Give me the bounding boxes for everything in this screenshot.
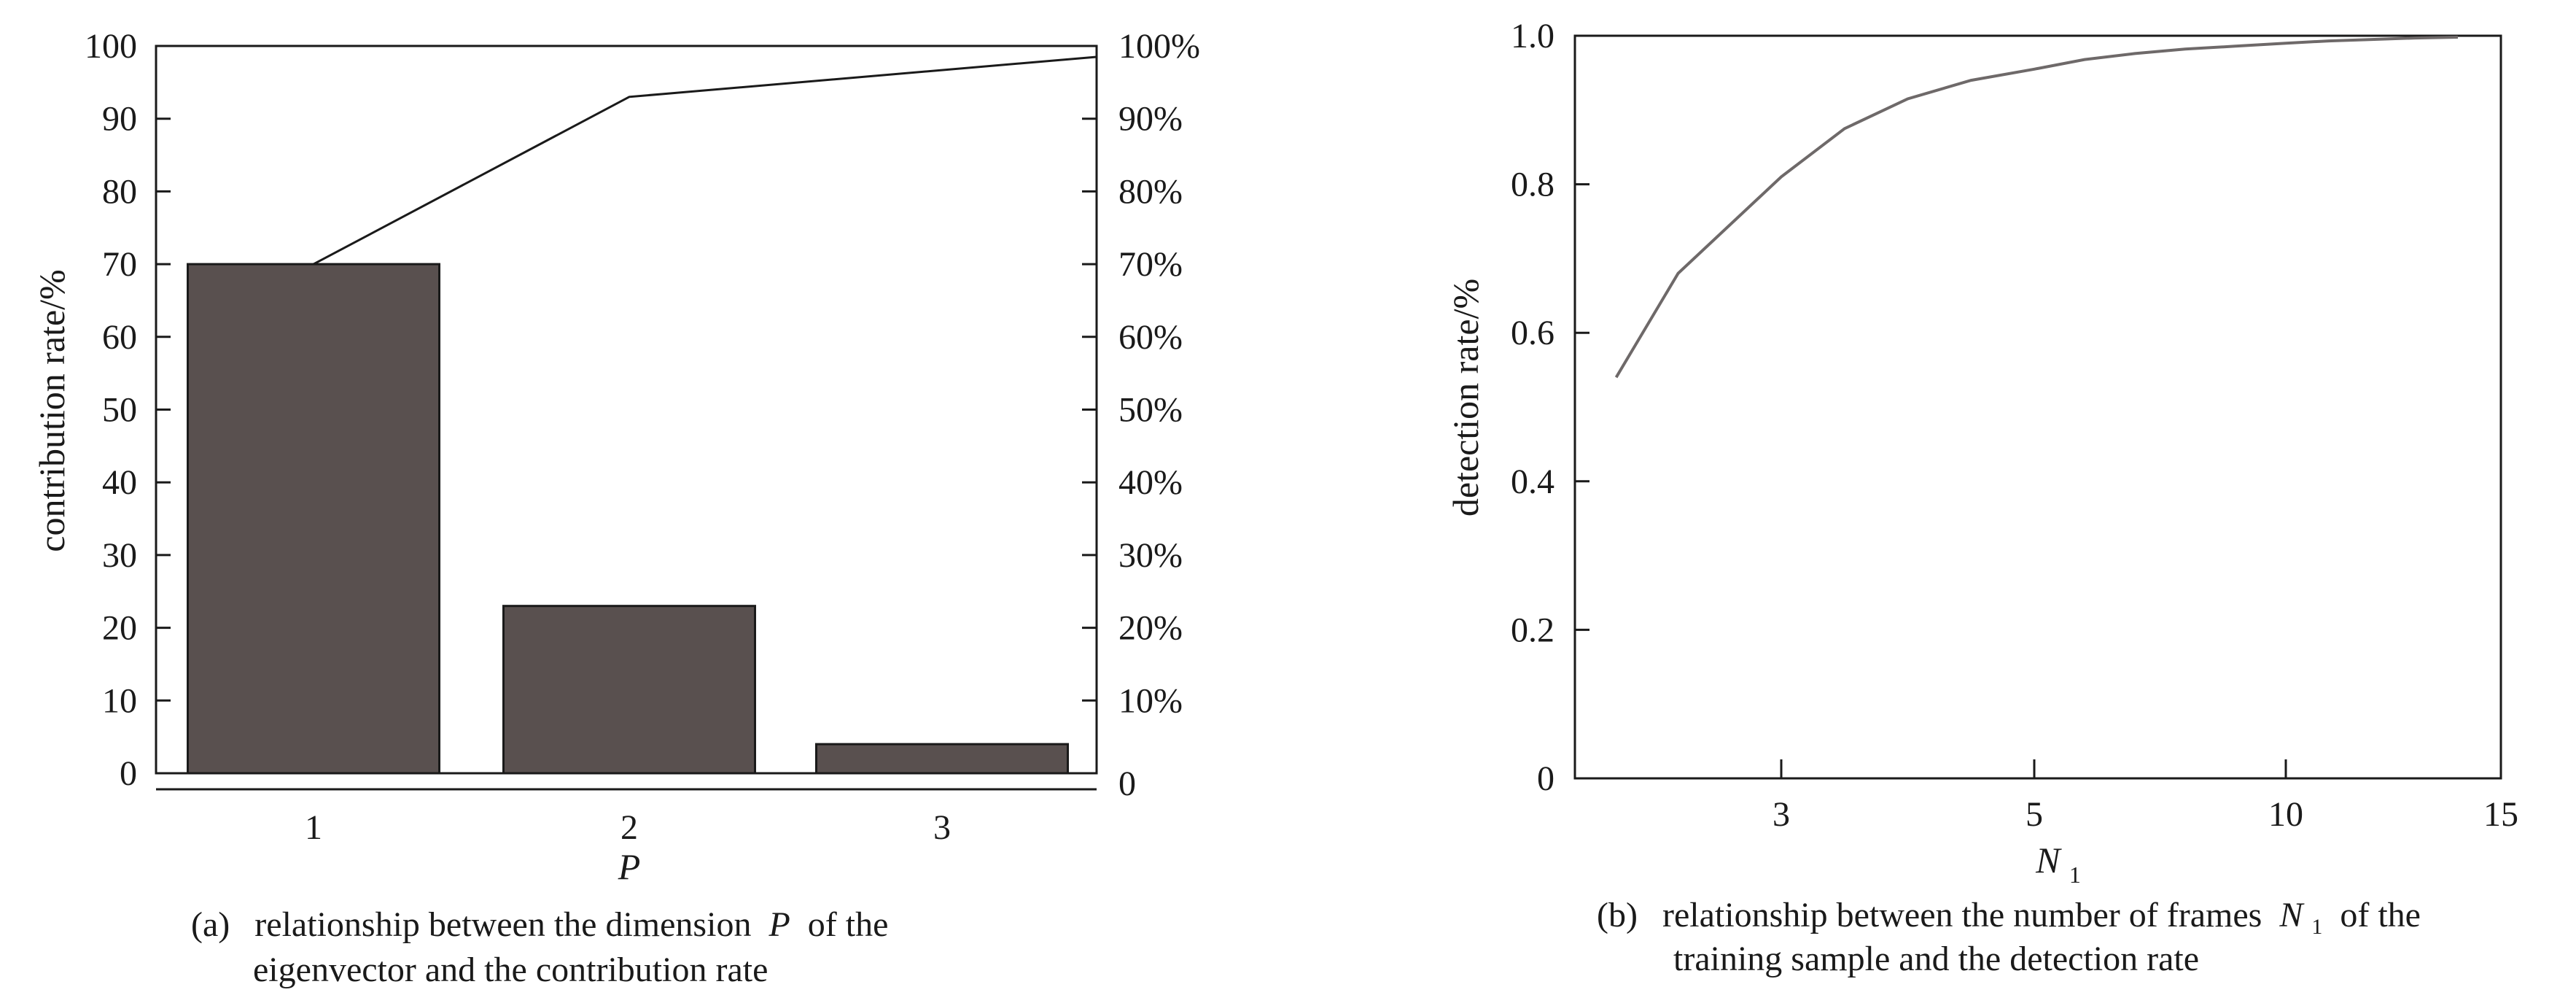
panel-a-cumulative-line [313, 55, 1097, 266]
panel-a-right-tick-label: 60% [1118, 318, 1183, 357]
panel-a-y-axis-title: contribution rate/% [31, 269, 72, 551]
panel-b-y-axis-ticks: 0 0.2 0.4 0.6 0.8 1.0 [1511, 17, 1589, 798]
panel-b-caption-line2: training sample and the detection rate [1673, 940, 2199, 978]
panel-b-y-tick-label: 0.2 [1511, 611, 1554, 649]
panel-a-left-tick-label: 20 [102, 609, 137, 648]
panel-a-caption-label: (a) [191, 905, 230, 944]
panel-b-caption-sub: 1 [2311, 915, 2322, 939]
panel-b-plot-frame [1573, 34, 2502, 780]
panel-a-right-tick-label: 20% [1118, 609, 1183, 648]
panel-a-left-tick-label: 40 [102, 463, 137, 502]
panel-a-right-tick-label: 50% [1118, 391, 1183, 430]
panel-a-x-tick-labels: 1 2 3 [305, 808, 951, 847]
panel-b-y-tick-label: 0 [1537, 759, 1554, 798]
panel-a-left-tick-label: 0 [120, 754, 137, 793]
panel-b-caption-text1: relationship between the number of frame… [1662, 896, 2262, 934]
panel-b-y-axis-title: detection rate/% [1445, 279, 1486, 516]
panel-a-left-tick-label: 70 [102, 245, 137, 284]
panel-a-x-tick-label: 1 [305, 808, 322, 847]
panel-a-left-tick-label: 80 [102, 172, 137, 211]
panel-b-x-tick-label: 5 [2026, 795, 2043, 834]
panel-a-right-tick-label: 100% [1118, 27, 1200, 66]
panel-a-left-tick-label: 100 [85, 27, 137, 66]
panel-a-right-tick-label: 40% [1118, 463, 1183, 502]
panel-a-chart: 0 10 20 30 40 50 60 70 80 90 100 0 10% 20% 30% 40% 50% 6… [31, 27, 1200, 989]
panel-a-right-tick-label: 90% [1118, 100, 1183, 139]
panel-a-caption-line1: (a) relationship between the dimension P… [191, 905, 888, 944]
panel-a-left-tick-label: 30 [102, 536, 137, 575]
panel-a-right-tick-label: 10% [1118, 681, 1183, 720]
panel-a-bar-3 [815, 743, 1069, 775]
panel-a-bar-1 [187, 263, 440, 775]
panel-a-right-tick-label: 0 [1118, 764, 1136, 803]
panel-a-bar-2 [502, 605, 756, 775]
panel-b-caption-label: (b) [1597, 896, 1638, 934]
panel-a-left-tick-label: 90 [102, 100, 137, 139]
panel-b-x-tick-label: 10 [2268, 795, 2303, 834]
panel-a-caption-var: P [768, 905, 790, 944]
panel-a-caption-text1: relationship between the dimension [254, 905, 751, 944]
panel-a-right-tick-label: 70% [1118, 245, 1183, 284]
panel-b-y-tick-label: 1.0 [1511, 17, 1554, 55]
panel-b-y-tick-label: 0.6 [1511, 314, 1554, 352]
panel-b-x-axis-ticks: 3 5 10 15 [1773, 759, 2518, 834]
panel-b-x-axis-sub: 1 [2069, 862, 2081, 888]
panel-b-caption-line1: (b) relationship between the number of f… [1597, 896, 2421, 942]
panel-a-left-tick-label: 10 [102, 681, 137, 720]
panel-b-caption-var: N [2279, 896, 2305, 934]
panel-b-y-tick-label: 0.4 [1511, 462, 1554, 501]
panel-a-caption-text2: of the [808, 905, 889, 944]
panel-b-caption-text2: of the [2340, 896, 2421, 934]
panel-a-left-tick-label: 60 [102, 318, 137, 357]
panel-a-x-tick-label: 3 [933, 808, 951, 847]
panel-a-left-axis-ticks: 0 10 20 30 40 50 60 70 80 90 100 [85, 27, 171, 793]
panel-a-right-tick-label: 30% [1118, 536, 1183, 575]
panel-a-right-tick-label: 80% [1118, 172, 1183, 211]
panel-b-y-tick-label: 0.8 [1511, 166, 1554, 204]
panel-b-x-axis-title: N 1 [2035, 840, 2081, 888]
panel-a-left-tick-label: 50 [102, 391, 137, 430]
panel-a-x-axis-title: P [618, 846, 641, 887]
panel-b-x-axis-var: N [2035, 840, 2062, 880]
panel-b-detection-curve [1614, 36, 2459, 379]
panel-a-x-tick-label: 2 [620, 808, 638, 847]
panel-a-bars [187, 263, 1069, 775]
panel-a-right-axis-ticks: 0 10% 20% 30% 40% 50% 60% 70% 80% 90% 100% [1082, 27, 1200, 803]
panel-b-chart: 0 0.2 0.4 0.6 0.8 1.0 3 5 10 15 N 1 detection ra… [1445, 17, 2518, 978]
panel-a-caption-line2: eigenvector and the contribution rate [253, 951, 768, 989]
panel-b-x-tick-label: 3 [1773, 795, 1790, 834]
panel-a-cumulative-line-group [313, 55, 1097, 266]
panel-b-x-tick-label: 15 [2483, 795, 2518, 834]
